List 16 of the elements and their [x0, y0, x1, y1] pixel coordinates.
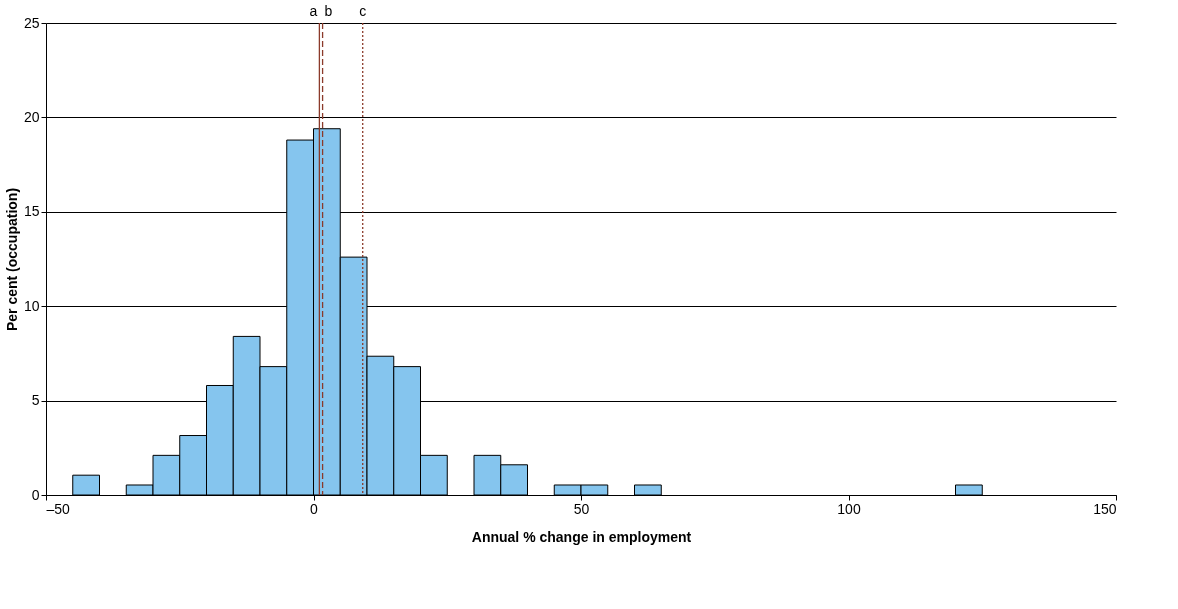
y-tick-label: 0 — [31, 486, 40, 503]
ref-line-label: c — [359, 3, 367, 19]
ref-line-label: a — [309, 3, 318, 19]
y-axis-title: Per cent (occupation) — [3, 187, 20, 332]
y-tick-label: 10 — [23, 297, 40, 314]
y-tick-label: 20 — [23, 108, 40, 125]
x-tick-label: 150 — [1093, 500, 1117, 517]
y-tick-label: 5 — [31, 392, 40, 409]
x-tick-label: 100 — [837, 500, 861, 517]
x-tick-label: 50 — [573, 500, 590, 517]
x-axis-title: Annual % change in employment — [471, 528, 692, 545]
x-tick-label: –50 — [46, 500, 71, 517]
ref-line-label: b — [324, 3, 333, 19]
y-tick-label: 25 — [23, 14, 40, 31]
y-tick-label: 15 — [23, 203, 40, 220]
x-tick-label: 0 — [310, 500, 319, 517]
